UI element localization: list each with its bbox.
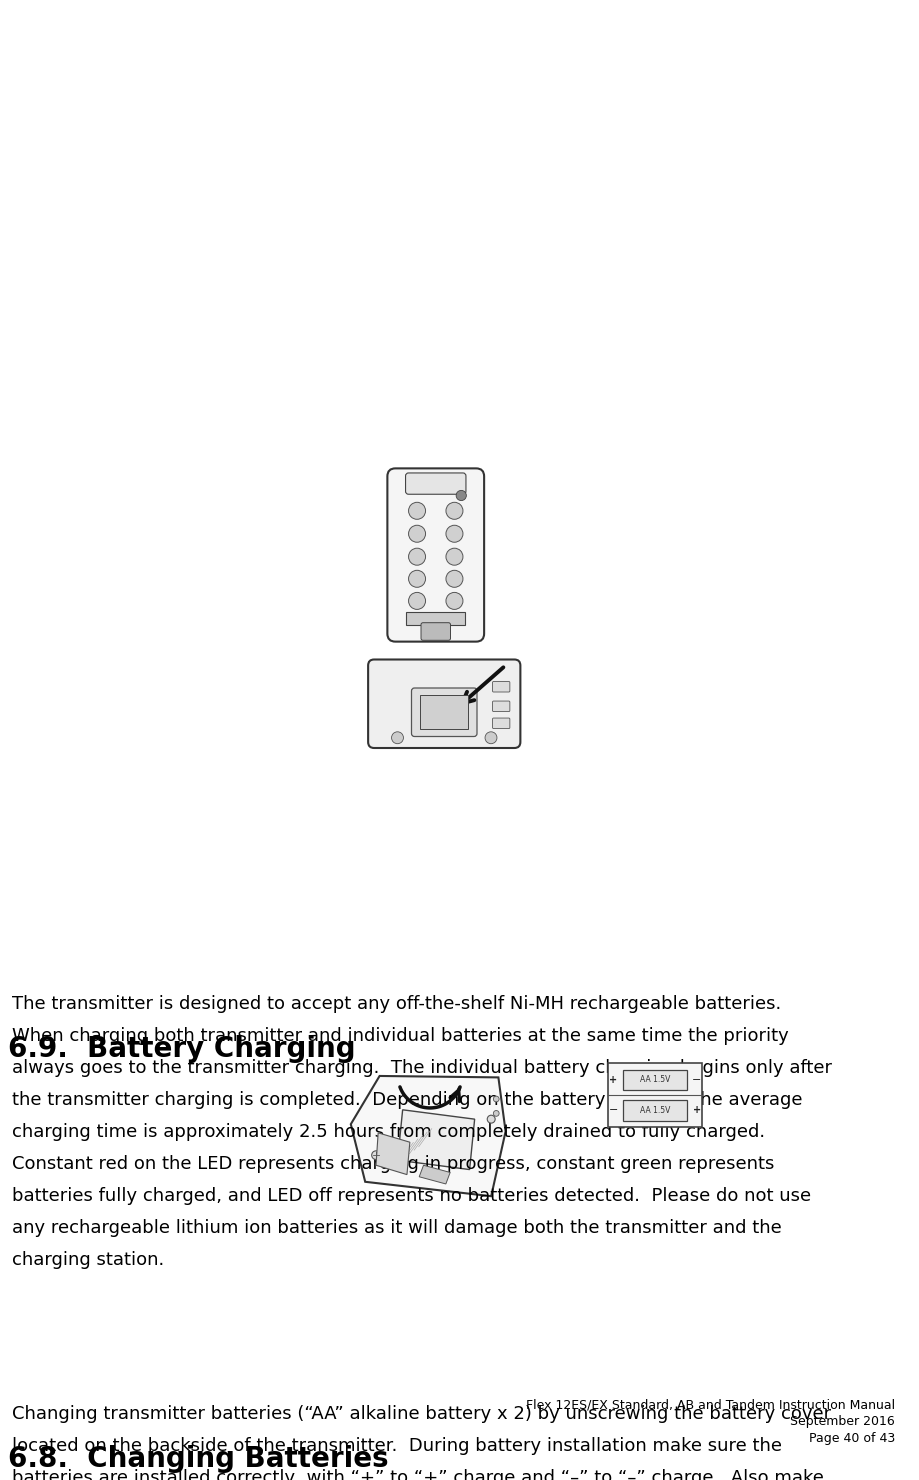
FancyBboxPatch shape (493, 718, 510, 728)
Polygon shape (419, 1165, 450, 1184)
Circle shape (371, 1151, 380, 1159)
Circle shape (446, 502, 463, 519)
Text: any rechargeable lithium ion batteries as it will damage both the transmitter an: any rechargeable lithium ion batteries a… (12, 1220, 781, 1237)
Circle shape (391, 731, 403, 744)
Circle shape (409, 570, 425, 588)
Text: batteries are installed correctly, with “+” to “+” charge and “–” to “–” charge.: batteries are installed correctly, with … (12, 1470, 823, 1480)
Circle shape (487, 1116, 495, 1123)
Text: always goes to the transmitter charging.  The individual battery charging begins: always goes to the transmitter charging.… (12, 1060, 832, 1077)
Text: Flex 12ES/EX Standard, AB and Tandem Instruction Manual
September 2016
Page 40 o: Flex 12ES/EX Standard, AB and Tandem Ins… (526, 1399, 895, 1444)
Circle shape (446, 592, 463, 610)
FancyBboxPatch shape (406, 611, 466, 625)
FancyBboxPatch shape (388, 468, 484, 642)
Text: The transmitter is designed to accept any off-the-shelf Ni-MH rechargeable batte: The transmitter is designed to accept an… (12, 995, 781, 1012)
Text: the transmitter charging is completed.  Depending on the battery capacity the av: the transmitter charging is completed. D… (12, 1091, 802, 1109)
Polygon shape (351, 1076, 505, 1196)
FancyBboxPatch shape (493, 681, 510, 693)
Text: Constant red on the LED represents charging in progress, constant green represen: Constant red on the LED represents charg… (12, 1154, 774, 1174)
FancyBboxPatch shape (623, 1100, 687, 1120)
FancyBboxPatch shape (623, 1070, 687, 1089)
Circle shape (409, 548, 425, 565)
FancyBboxPatch shape (369, 660, 520, 747)
Text: 6.9.  Battery Charging: 6.9. Battery Charging (7, 1035, 355, 1063)
Text: batteries fully charged, and LED off represents no batteries detected.  Please d: batteries fully charged, and LED off rep… (12, 1187, 811, 1205)
Text: −: − (608, 1106, 618, 1116)
Text: 6.8.  Changing Batteries: 6.8. Changing Batteries (7, 1444, 388, 1473)
Text: charging station.: charging station. (12, 1251, 164, 1268)
Text: −: − (692, 1074, 701, 1085)
Text: When charging both transmitter and individual batteries at the same time the pri: When charging both transmitter and indiv… (12, 1027, 789, 1045)
Polygon shape (398, 1110, 474, 1169)
Circle shape (446, 570, 463, 588)
Text: located on the backside of the transmitter.  During battery installation make su: located on the backside of the transmitt… (12, 1437, 781, 1455)
Circle shape (494, 1110, 499, 1116)
Text: +: + (693, 1106, 700, 1116)
FancyBboxPatch shape (608, 1063, 702, 1126)
Circle shape (494, 1097, 499, 1103)
FancyBboxPatch shape (493, 702, 510, 712)
Text: +: + (609, 1074, 618, 1085)
Circle shape (485, 731, 497, 744)
Circle shape (446, 548, 463, 565)
Text: Changing transmitter batteries (“AA” alkaline battery x 2) by unscrewing the bat: Changing transmitter batteries (“AA” alk… (12, 1405, 831, 1422)
FancyBboxPatch shape (405, 474, 466, 494)
Circle shape (409, 592, 425, 610)
Circle shape (446, 525, 463, 542)
FancyBboxPatch shape (421, 623, 450, 641)
Text: AA 1.5V: AA 1.5V (640, 1106, 670, 1114)
FancyBboxPatch shape (421, 696, 468, 730)
Circle shape (409, 502, 425, 519)
Circle shape (456, 490, 466, 500)
FancyBboxPatch shape (412, 688, 477, 737)
Text: AA 1.5V: AA 1.5V (640, 1074, 670, 1085)
Polygon shape (376, 1132, 410, 1175)
Text: charging time is approximately 2.5 hours from completely drained to fully charge: charging time is approximately 2.5 hours… (12, 1123, 765, 1141)
Circle shape (409, 525, 425, 542)
